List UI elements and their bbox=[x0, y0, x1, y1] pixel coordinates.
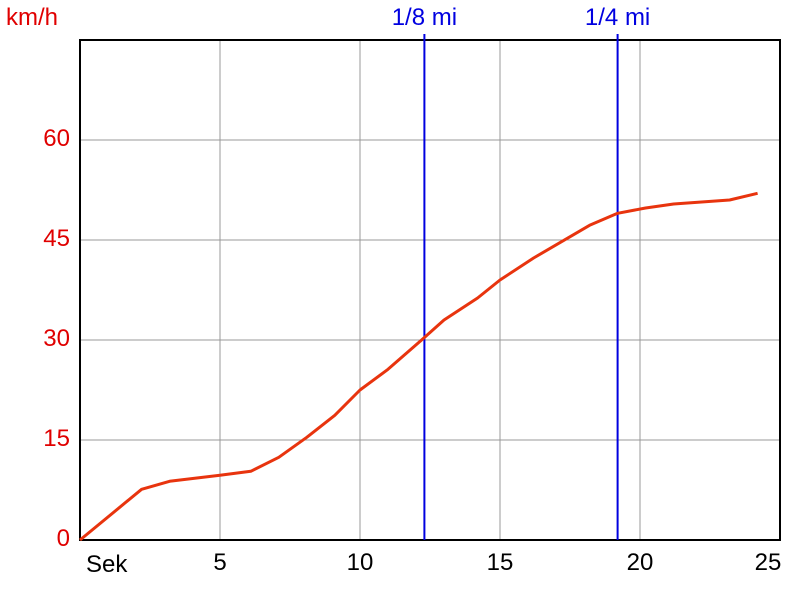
y-tick-label: 30 bbox=[43, 325, 70, 352]
distance-marker-label: 1/4 mi bbox=[584, 4, 651, 31]
speed-series-line bbox=[79, 191, 758, 542]
grid-lines bbox=[80, 40, 781, 541]
y-axis-label: km/h bbox=[6, 4, 59, 31]
x-tick-label: 15 bbox=[486, 549, 514, 576]
y-tick-label: 0 bbox=[56, 525, 70, 552]
y-tick-label: 45 bbox=[43, 225, 70, 252]
y-tick-label: 15 bbox=[43, 425, 70, 452]
x-tick-label: 10 bbox=[346, 549, 374, 576]
x-tick-label: 5 bbox=[213, 549, 227, 576]
y-tick-label: 60 bbox=[43, 125, 70, 152]
x-tick-label: 20 bbox=[626, 549, 654, 576]
plot-frame bbox=[79, 39, 781, 541]
x-tick-label: 25 bbox=[754, 549, 782, 576]
distance-markers bbox=[423, 34, 619, 540]
distance-marker-label: 1/8 mi bbox=[391, 4, 458, 31]
x-axis-label: Sek bbox=[86, 551, 128, 578]
